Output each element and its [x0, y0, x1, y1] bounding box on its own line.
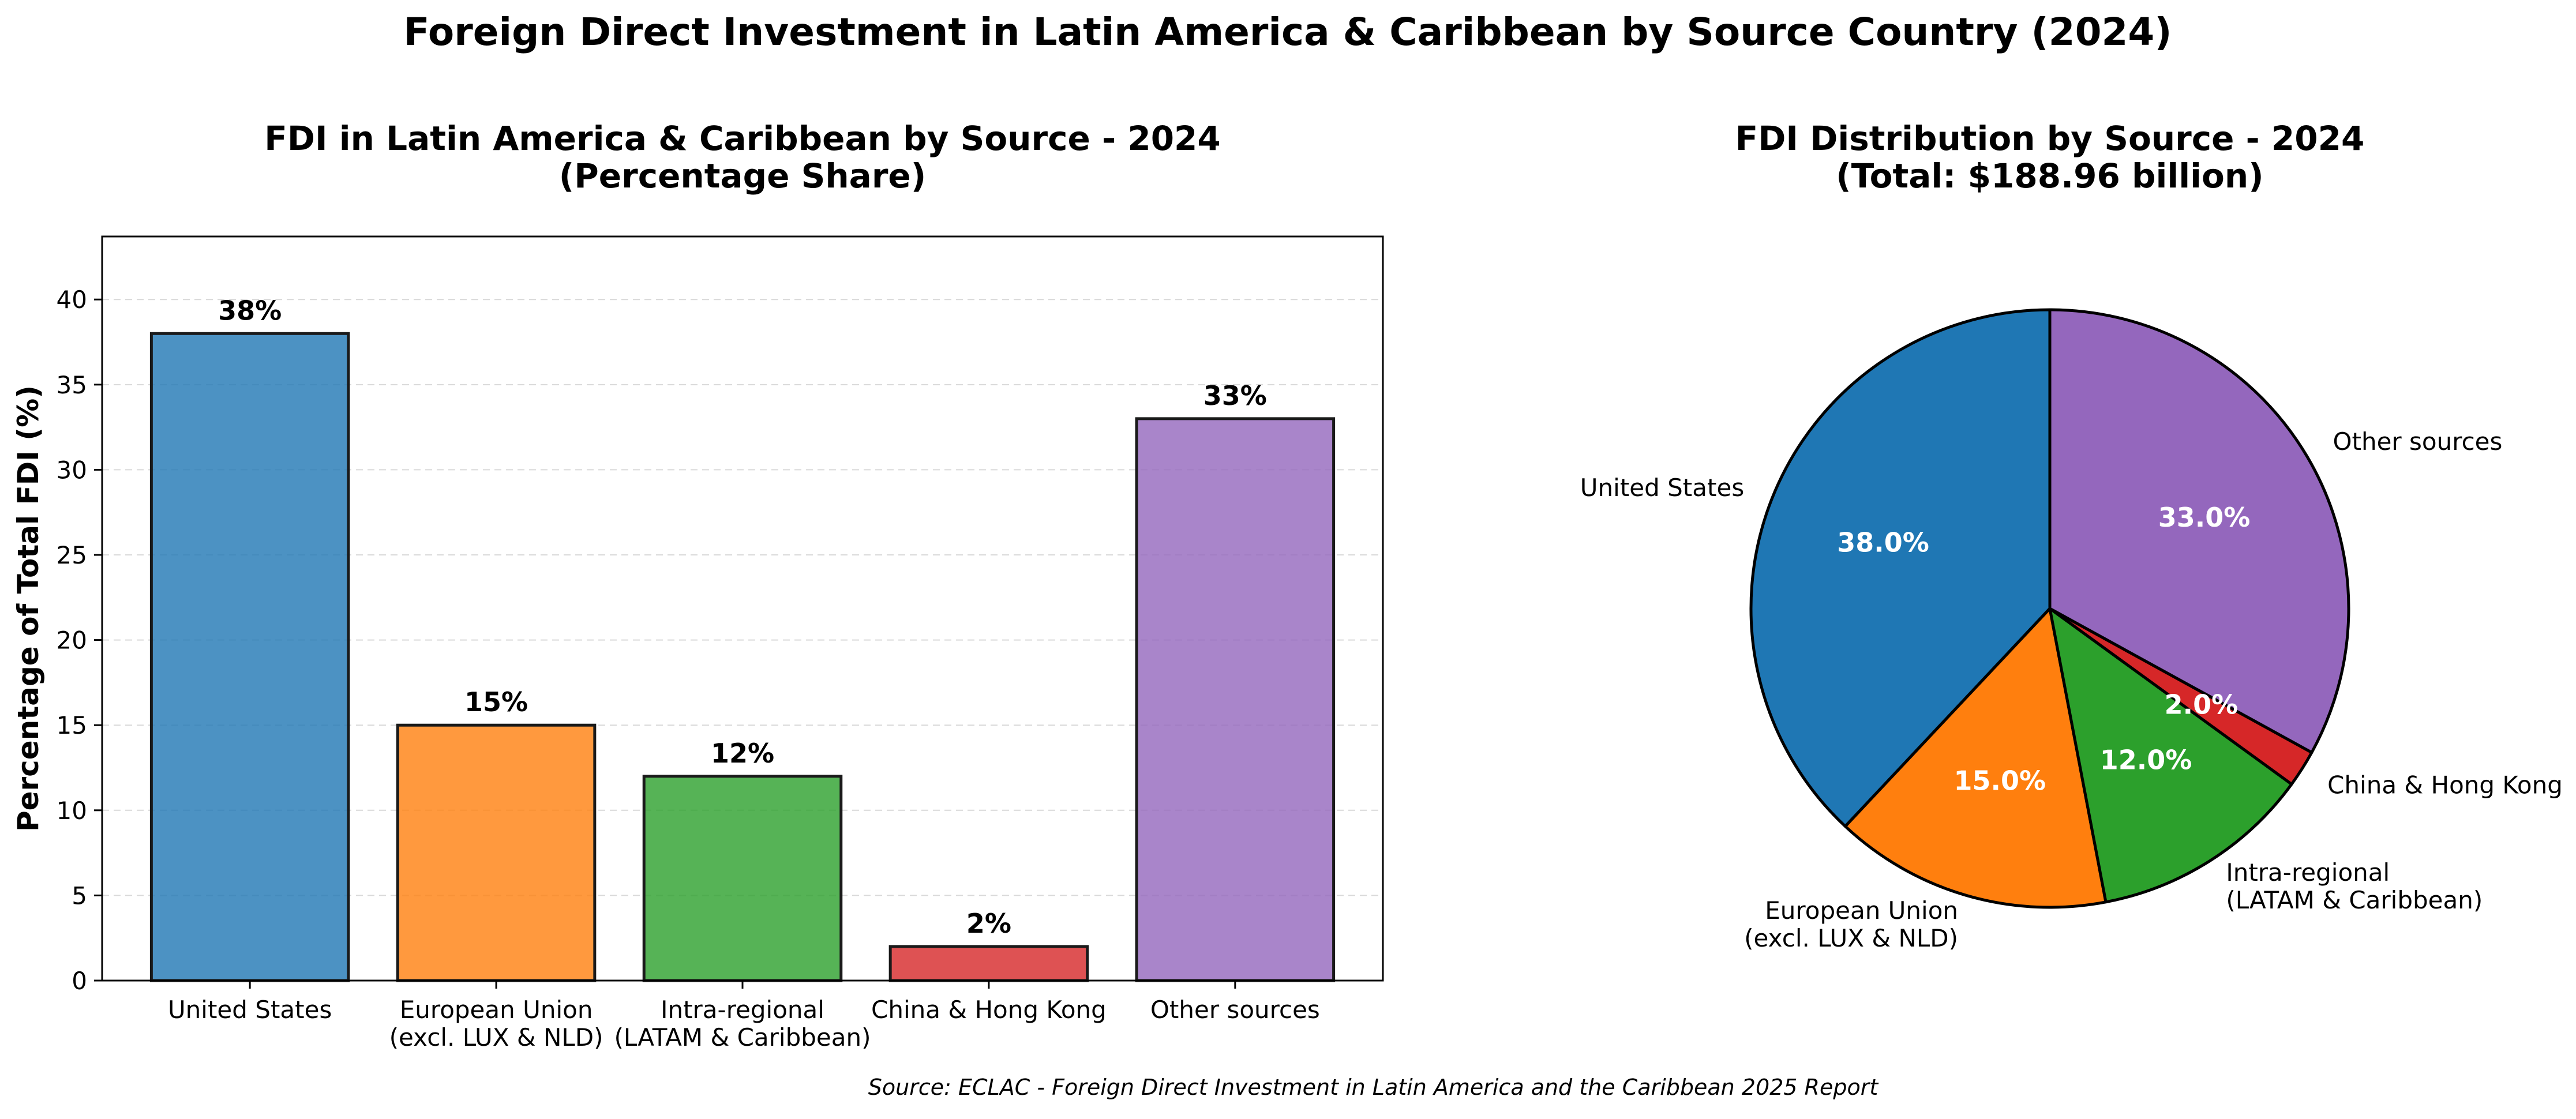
bar-y-axis-label: Percentage of Total FDI (%)	[12, 385, 45, 832]
bar-chart: FDI in Latin America & Caribbean by Sour…	[12, 119, 1384, 1052]
pie-label-intra-regional-latam-caribbean: Intra-regional (LATAM & Caribbean)	[2226, 858, 2483, 914]
bar-intra-regional-latam-caribbean	[642, 775, 843, 982]
bar-data-label-united-states: 38%	[218, 295, 282, 326]
bar-other-sources	[1135, 417, 1336, 982]
pie-pct-china-hong-kong: 2.0%	[2165, 689, 2238, 720]
bar-x-tick-label-other-sources: Other sources	[1150, 996, 1320, 1024]
pie-label-other-sources: Other sources	[2333, 427, 2502, 456]
pie-label-european-union-excl-lux-nld: European Union (excl. LUX & NLD)	[1744, 896, 1958, 952]
pie-label-china-hong-kong: China & Hong Kong	[2327, 771, 2563, 799]
bar-european-union-excl-lux-nld	[396, 723, 597, 982]
pie-pct-european-union-excl-lux-nld: 15.0%	[1953, 765, 2046, 796]
pie-slice-european-union-excl-lux-nld	[1843, 607, 2108, 909]
bar-y-tick-label: 35	[57, 371, 87, 399]
bar-y-tick-label: 40	[57, 286, 87, 314]
bar-data-label-other-sources: 33%	[1203, 380, 1267, 411]
bar-x-tick-label-intra-regional-latam-caribbean: Intra-regional (LATAM & Caribbean)	[614, 996, 871, 1052]
bar-plot-frame	[101, 235, 1384, 982]
bar-y-tick-label: 20	[57, 626, 87, 655]
bar-y-tick-label: 5	[72, 881, 87, 910]
bar-china-hong-kong	[888, 945, 1089, 982]
pie-chart-title-line1: FDI Distribution by Source - 2024	[1735, 119, 2365, 158]
bar-y-tick-label: 25	[57, 541, 87, 569]
pie-label-united-states: United States	[1580, 474, 1744, 502]
bar-y-tick-label: 15	[57, 711, 87, 739]
figure-title: Foreign Direct Investment in Latin Ameri…	[403, 10, 2172, 54]
pie-slice-united-states	[1749, 308, 2052, 828]
bar-x-tick-label-european-union-excl-lux-nld: European Union (excl. LUX & NLD)	[389, 996, 603, 1052]
source-note: Source: ECLAC - Foreign Direct Investmen…	[868, 1075, 1880, 1100]
pie-chart: FDI Distribution by Source - 2024 (Total…	[1580, 119, 2563, 952]
bar-data-label-european-union-excl-lux-nld: 15%	[464, 686, 528, 718]
bar-x-tick-label-united-states: United States	[168, 996, 332, 1024]
pie-slice-other-sources	[2048, 308, 2350, 754]
pie-pct-other-sources: 33.0%	[2158, 502, 2251, 533]
bar-x-tick-label-china-hong-kong: China & Hong Kong	[871, 996, 1107, 1024]
bar-y-tick-label: 0	[72, 967, 87, 995]
bar-data-label-intra-regional-latam-caribbean: 12%	[711, 738, 774, 769]
bar-y-tick-label: 30	[57, 456, 87, 484]
bar-y-tick-label: 10	[57, 797, 87, 825]
bar-chart-title-line1: FDI in Latin America & Caribbean by Sour…	[264, 119, 1221, 158]
pie-pct-united-states: 38.0%	[1837, 527, 1929, 558]
pie-pct-intra-regional-latam-caribbean: 12.0%	[2100, 744, 2192, 775]
pie-slice-intra-regional-latam-caribbean	[2048, 607, 2293, 904]
bar-data-label-china-hong-kong: 2%	[966, 908, 1011, 939]
bar-united-states	[149, 332, 350, 982]
bar-chart-title-line2: (Percentage Share)	[559, 156, 927, 196]
pie-chart-title-line2: (Total: $188.96 billion)	[1836, 156, 2263, 196]
